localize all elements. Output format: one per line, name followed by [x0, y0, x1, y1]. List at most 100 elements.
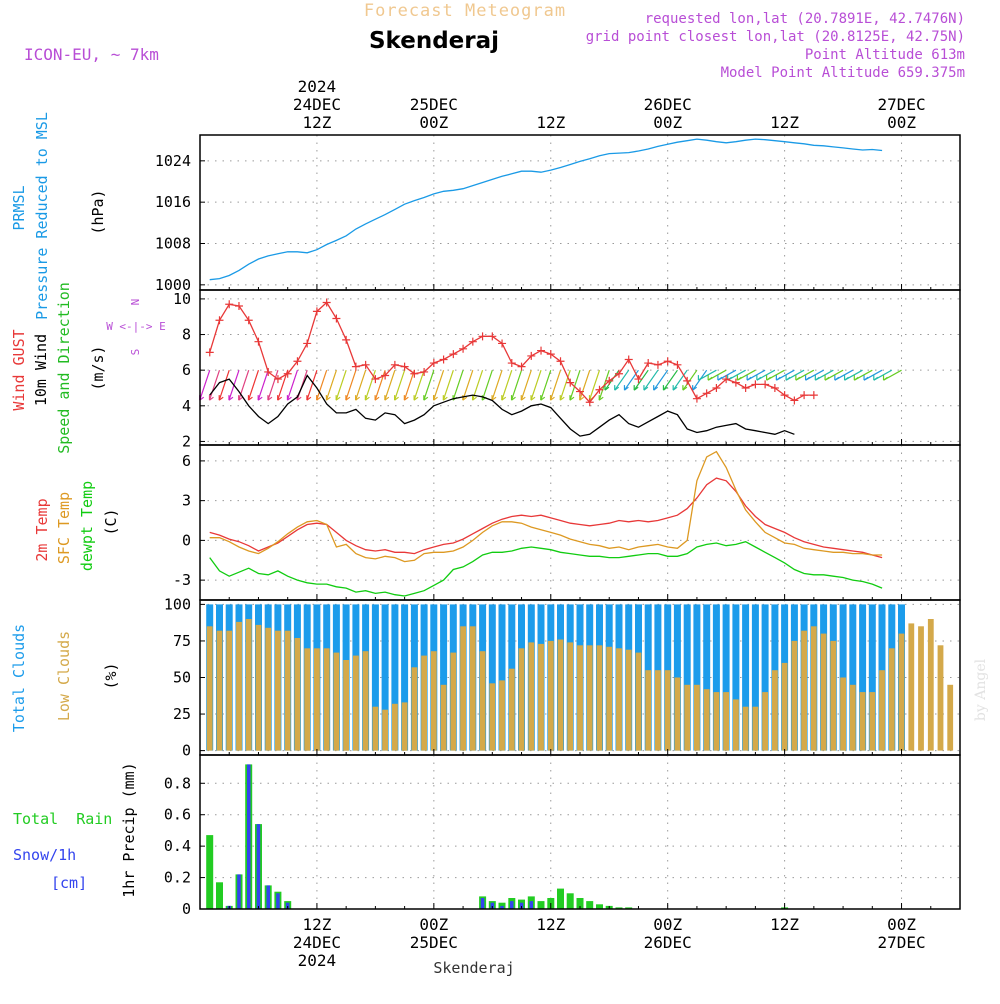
wind-arrow-head-65: [824, 375, 830, 381]
gust-point-13: [332, 314, 341, 323]
cloud-label-total: Total Clouds: [10, 624, 28, 732]
wind-arrow-45: [633, 369, 649, 391]
snow-bar-8: [285, 902, 290, 909]
low-cloud-bar-18: [382, 709, 388, 751]
low-cloud-bar-20: [401, 702, 408, 751]
low-cloud-bar-46: [655, 670, 661, 751]
clouds-ytick-label-2: 50: [173, 669, 191, 687]
gust-point-11: [312, 307, 321, 316]
gust-point-59: [780, 391, 789, 400]
low-cloud-bar-71: [898, 633, 905, 751]
wind-arrow-23: [423, 369, 435, 401]
gust-point-27: [468, 337, 477, 346]
pressure-label-prmsl: PRMSL: [10, 185, 28, 230]
wind-label-10m: 10m Wind: [32, 334, 50, 406]
gust-point-46: [653, 360, 662, 369]
total-cloud-bar-66: [849, 604, 857, 751]
snow-bar-28: [480, 898, 485, 909]
clouds-panel: 0 25 50 75 100: [164, 595, 961, 760]
low-cloud-bar-50: [694, 684, 700, 751]
temp-label-2m: 2m Temp: [33, 498, 51, 561]
low-cloud-bar-28: [479, 651, 486, 751]
wind-arrow-head-51: [692, 385, 698, 391]
low-cloud-bar-48: [674, 677, 681, 751]
gust-point-6: [264, 367, 273, 376]
wind-arrow-head-31: [501, 395, 507, 401]
precip-label-snow: Snow/1h: [13, 846, 76, 864]
gust-point-57: [761, 380, 770, 389]
low-cloud-bar-59: [781, 662, 788, 751]
total-cloud-bar-24: [440, 604, 448, 751]
wind-arrow-5: [247, 369, 260, 401]
wind-arrow-39: [579, 369, 591, 401]
cloud-label-unit: (%): [102, 662, 120, 689]
low-cloud-bar-24: [440, 684, 447, 751]
wind-arrow-16: [355, 369, 367, 401]
gust-point-49: [683, 376, 692, 385]
compass-s: S: [129, 349, 142, 356]
wind-arrow-head-46: [643, 385, 649, 391]
rain-bar-1: [216, 882, 223, 909]
wind-arrow-50: [682, 369, 698, 391]
gust-point-8: [283, 369, 292, 378]
wind-arrow-34: [530, 369, 542, 401]
bottom-time-label-3-1: 26DEC: [644, 933, 692, 952]
gust-point-47: [663, 357, 672, 366]
wind-arrow-46: [643, 369, 659, 391]
wind-arrow-head-4: [238, 395, 244, 401]
wind-arrow-head-49: [672, 385, 678, 391]
low-cloud-bar-19: [392, 703, 398, 751]
low-cloud-bar-14: [343, 660, 349, 751]
wind-arrow-20: [394, 369, 406, 401]
low-cloud-bar-7: [275, 630, 281, 751]
rain-bar-42: [615, 907, 623, 909]
bottom-time-label-0-0: 12Z: [302, 915, 331, 934]
wind-arrow-head-39: [579, 395, 585, 401]
gust-point-48: [673, 360, 682, 369]
gust-point-45: [644, 359, 653, 368]
low-cloud-bar-68: [869, 692, 876, 751]
temperature-series-dewpt-temp: [209, 541, 883, 597]
wind-arrow-9: [286, 369, 299, 401]
wind-arrow-13: [325, 369, 337, 401]
low-cloud-bar-30: [499, 680, 505, 751]
bottom-time-label-3-0: 00Z: [653, 915, 682, 934]
cloud-ylabels: Total Clouds Low Clouds (%): [10, 624, 120, 732]
precip-ytick-label-3: 0.6: [164, 806, 191, 824]
low-cloud-bar-42: [616, 648, 622, 751]
wind-arrow-head-42: [604, 385, 610, 391]
low-cloud-bar-40: [596, 645, 603, 751]
low-cloud-bar-32: [518, 648, 525, 751]
total-cloud-bar-19: [391, 604, 399, 751]
low-cloud-bar-17: [372, 706, 379, 751]
temperature-ytick-label-0: -3: [173, 571, 191, 589]
wind-arrow-head-64: [814, 375, 820, 381]
wind-arrow-head-53: [707, 375, 713, 381]
temperature-series-2m-temp: [209, 477, 883, 559]
gust-point-60: [790, 396, 799, 405]
rain-bar-38: [576, 898, 584, 909]
low-cloud-bar-22: [421, 655, 427, 751]
low-cloud-bar-6: [265, 627, 272, 751]
low-cloud-bar-75: [937, 645, 944, 751]
gust-point-40: [595, 385, 604, 394]
rain-bar-36: [557, 888, 564, 909]
low-cloud-bar-27: [469, 626, 476, 751]
pressure-ytick-label-1: 1008: [155, 235, 191, 253]
low-cloud-bar-35: [547, 640, 554, 751]
wind-arrow-head-27: [462, 395, 468, 401]
gust-point-62: [809, 391, 818, 400]
wind-arrow-head-50: [682, 385, 688, 391]
wind-arrow-head-17: [364, 395, 370, 401]
wind-arrow-head-7: [267, 395, 273, 401]
low-cloud-bar-72: [908, 623, 915, 751]
wind-arrow-head-37: [559, 395, 565, 401]
wind-arrow-26: [452, 369, 464, 401]
footer-location: Skenderaj: [433, 959, 514, 977]
top-time-label-0-0: 2024: [298, 77, 337, 96]
low-cloud-bar-65: [840, 677, 846, 751]
wind-arrow-6: [257, 369, 269, 401]
snow-bar-6: [266, 885, 270, 909]
point-altitude: Point Altitude 613m: [805, 47, 965, 63]
